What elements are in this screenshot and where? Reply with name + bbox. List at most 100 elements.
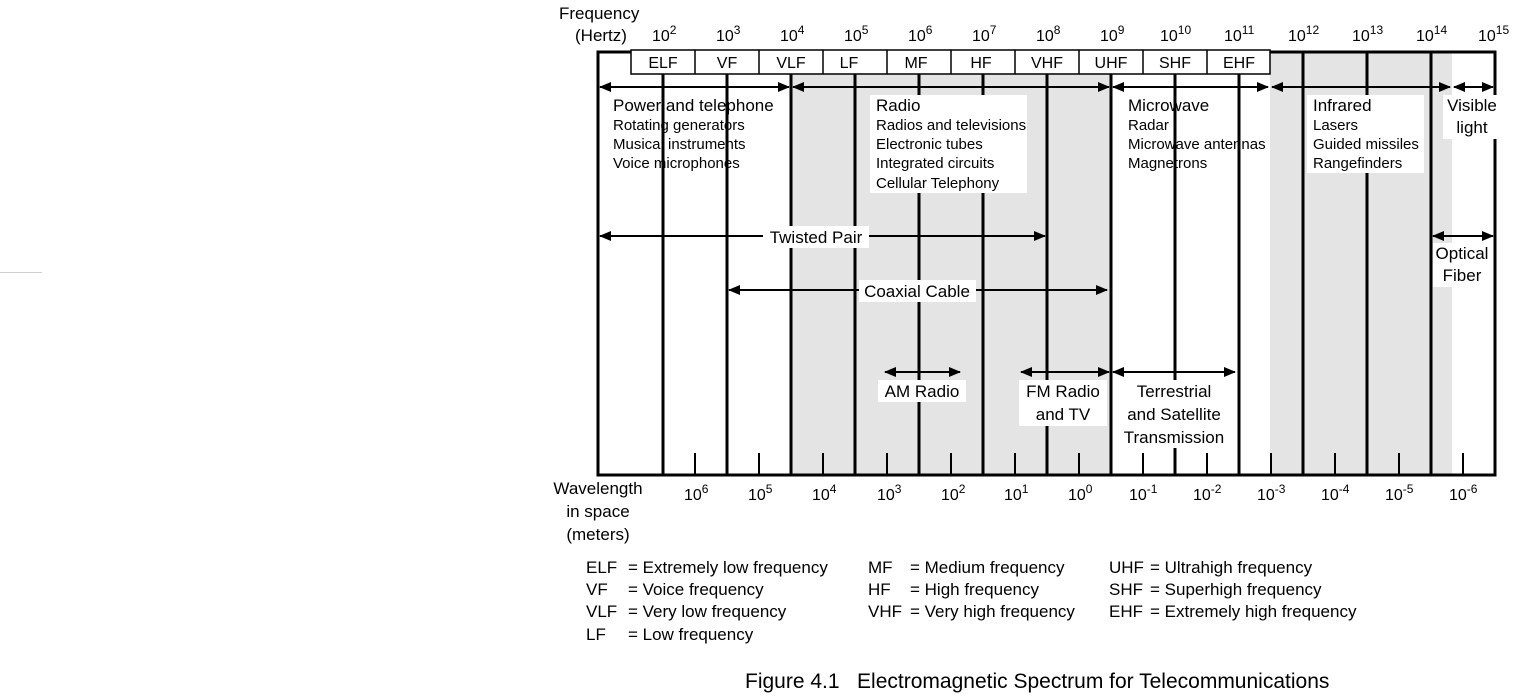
- freq-label: 104: [780, 23, 805, 45]
- band-mf: MF: [904, 55, 927, 72]
- freq-label: 1013: [1352, 23, 1383, 45]
- svg-text:MF: MF: [868, 558, 893, 577]
- wave-label: 104: [812, 482, 837, 504]
- svg-text:= Extremely high frequency: = Extremely high frequency: [1150, 602, 1357, 621]
- terrestrial-label: Terrestrial and Satellite Transmission: [1124, 382, 1224, 447]
- svg-text:and Satellite: and Satellite: [1127, 405, 1221, 424]
- svg-text:Optical: Optical: [1436, 244, 1489, 263]
- legend-entry-mf: MF = Medium frequency: [868, 558, 1065, 577]
- svg-text:FM Radio: FM Radio: [1026, 382, 1100, 401]
- freq-label: 102: [652, 23, 677, 45]
- wavelength-axis-title: Wavelength in space (meters): [553, 479, 642, 544]
- svg-text:Visible: Visible: [1447, 96, 1497, 115]
- am-radio-label: AM Radio: [885, 382, 960, 401]
- freq-label: 1010: [1160, 23, 1191, 45]
- svg-text:Voice microphones: Voice microphones: [613, 155, 740, 172]
- svg-text:Microwave antennas: Microwave antennas: [1128, 136, 1266, 153]
- svg-text:VHF: VHF: [868, 602, 902, 621]
- twisted-pair-label-bg: [763, 226, 869, 248]
- freq-label: 103: [716, 23, 741, 45]
- frequency-tick-labels: 102 103 104 105 106 107 108 109 1010 101…: [652, 23, 1509, 45]
- svg-text:Power and telephone: Power and telephone: [613, 96, 774, 115]
- legend-entry-shf: SHF = Superhigh frequency: [1109, 580, 1322, 599]
- svg-text:Microwave: Microwave: [1128, 96, 1209, 115]
- svg-text:= Ultrahigh frequency: = Ultrahigh frequency: [1150, 558, 1313, 577]
- infrared-text-panel: [1307, 95, 1424, 173]
- svg-text:(Hertz): (Hertz): [575, 26, 627, 45]
- am-label-bg: [878, 380, 966, 402]
- wave-label: 10-4: [1321, 482, 1350, 504]
- svg-text:Rotating generators: Rotating generators: [613, 117, 745, 134]
- wave-label: 10-5: [1385, 482, 1414, 504]
- svg-text:Fiber: Fiber: [1443, 266, 1482, 285]
- fm-radio-label: FM Radio and TV: [1026, 382, 1100, 424]
- coaxial-label: Coaxial Cable: [864, 282, 970, 301]
- band-lf: LF: [840, 55, 859, 72]
- visible-region-text: Visible light: [1447, 96, 1497, 137]
- svg-text:= Very high frequency: = Very high frequency: [910, 602, 1075, 621]
- abbreviation-legend: ELF = Extremely low frequency VF = Voice f…: [586, 558, 1357, 644]
- wave-label: 10-6: [1449, 482, 1478, 504]
- microwave-region-text: Microwave Radar Microwave antennas Magne…: [1128, 96, 1266, 172]
- legend-entry-vlf: VLF = Very low frequency: [586, 602, 787, 621]
- freq-label: 107: [972, 23, 997, 45]
- legend-entry-hf: HF = High frequency: [868, 580, 1039, 599]
- band-uhf: UHF: [1095, 55, 1128, 72]
- svg-text:UHF: UHF: [1109, 558, 1144, 577]
- svg-text:HF: HF: [868, 580, 891, 599]
- legend-entry-vhf: VHF = Very high frequency: [868, 602, 1075, 621]
- visible-text-panel: [1443, 95, 1500, 139]
- svg-text:EHF: EHF: [1109, 602, 1143, 621]
- wave-label: 10-1: [1129, 482, 1158, 504]
- svg-text:= Medium frequency: = Medium frequency: [910, 558, 1065, 577]
- band-hf: HF: [970, 55, 992, 72]
- svg-text:= Low frequency: = Low frequency: [628, 625, 754, 644]
- svg-text:Musical instruments: Musical instruments: [613, 136, 746, 153]
- legend-entry-ehf: EHF = Extremely high frequency: [1109, 602, 1357, 621]
- wave-label: 10-3: [1257, 482, 1286, 504]
- optical-label-bg: [1433, 243, 1493, 287]
- radio-text-panel: [870, 95, 1027, 193]
- svg-text:Infrared: Infrared: [1313, 96, 1372, 115]
- radio-region-text: Radio Radios and televisions Electronic …: [876, 96, 1026, 192]
- freq-label: 1014: [1416, 23, 1447, 45]
- legend-entry-vf: VF = Voice frequency: [586, 580, 764, 599]
- band-vf: VF: [717, 55, 738, 72]
- frequency-axis-title: Frequency (Hertz): [559, 4, 640, 45]
- svg-text:Cellular Telephony: Cellular Telephony: [876, 175, 1000, 192]
- freq-label: 1012: [1288, 23, 1319, 45]
- svg-text:Rangefinders: Rangefinders: [1313, 155, 1402, 172]
- wave-label: 103: [877, 482, 902, 504]
- svg-text:Radio: Radio: [876, 96, 920, 115]
- band-ehf: EHF: [1223, 55, 1255, 72]
- svg-text:(meters): (meters): [566, 525, 629, 544]
- svg-text:ELF: ELF: [586, 558, 617, 577]
- svg-text:VF: VF: [586, 580, 608, 599]
- wave-label: 106: [684, 482, 709, 504]
- wave-label: 105: [748, 482, 773, 504]
- svg-text:= Superhigh frequency: = Superhigh frequency: [1150, 580, 1322, 599]
- svg-text:Magnetrons: Magnetrons: [1128, 155, 1207, 172]
- infrared-region-text: Infrared Lasers Guided missiles Rangefin…: [1313, 96, 1419, 172]
- freq-label: 108: [1036, 23, 1061, 45]
- svg-text:Electronic tubes: Electronic tubes: [876, 136, 983, 153]
- svg-text:= Extremely low frequency: = Extremely low frequency: [628, 558, 828, 577]
- svg-text:in space: in space: [566, 502, 629, 521]
- legend-entry-elf: ELF = Extremely low frequency: [586, 558, 828, 577]
- wave-label: 102: [941, 482, 966, 504]
- svg-text:LF: LF: [586, 625, 606, 644]
- freq-label: 109: [1100, 23, 1125, 45]
- band-elf: ELF: [648, 55, 678, 72]
- power-region-text: Power and telephone Rotating generators …: [613, 96, 774, 172]
- svg-text:Lasers: Lasers: [1313, 117, 1358, 134]
- svg-text:Frequency: Frequency: [559, 4, 640, 23]
- band-row: ELF VF VLF LF MF HF VHF UHF SHF EHF: [630, 49, 1271, 75]
- freq-label: 106: [908, 23, 933, 45]
- wavelength-ticks: [694, 453, 1464, 475]
- twisted-pair-label: Twisted Pair: [770, 228, 863, 247]
- svg-text:and TV: and TV: [1036, 405, 1091, 424]
- fm-label-bg: [1019, 380, 1107, 426]
- svg-text:Transmission: Transmission: [1124, 428, 1224, 447]
- svg-text:= Very low frequency: = Very low frequency: [628, 602, 787, 621]
